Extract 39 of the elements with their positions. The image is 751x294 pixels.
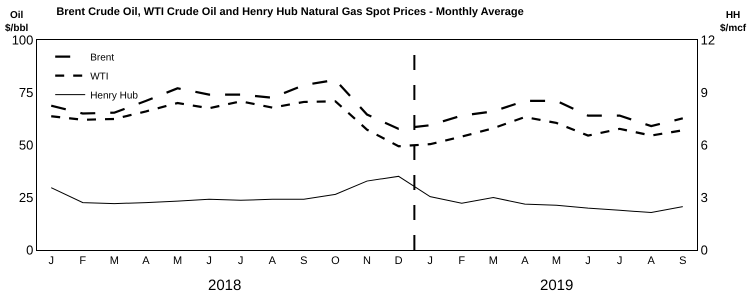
x-tick-label: D (394, 255, 403, 268)
x-tick-label: A (648, 255, 656, 268)
y2-tick-label: 6 (700, 138, 708, 153)
x-tick-label: J (616, 255, 622, 268)
x-tick-label: N (363, 255, 372, 268)
legend-label: WTI (90, 72, 109, 82)
x-tick-label: A (142, 255, 150, 268)
x-tick-label: M (552, 255, 562, 268)
chart-title: Brent Crude Oil, WTI Crude Oil and Henry Hub Natural Gas Spot Prices - Monthly Average (56, 6, 524, 18)
x-tick-label: F (458, 255, 466, 268)
y2-tick-label: 3 (700, 190, 708, 206)
x-tick-label: J (206, 255, 212, 268)
legend-label: Brent (90, 52, 114, 64)
x-tick-label: S (679, 255, 686, 268)
x-tick-label: S (300, 255, 308, 268)
x-tick-label: O (331, 255, 340, 268)
y-tick-label: 75 (18, 85, 34, 100)
y-tick-label: 0 (26, 242, 34, 258)
x-tick-label: J (585, 255, 591, 268)
x-tick-label: M (110, 255, 119, 268)
y2-axis-title: HH $/mcf (720, 10, 747, 34)
x-tick-label: A (521, 255, 530, 268)
x-tick-label: M (172, 255, 182, 268)
y-tick-label: 50 (18, 138, 34, 153)
y-tick-label: 25 (18, 190, 34, 206)
x-tick-label: F (79, 255, 86, 268)
y2-tick-label: 0 (700, 242, 708, 258)
y2-tick-label: 12 (700, 32, 716, 48)
legend-label: Henry Hub (90, 90, 138, 102)
x-tick-label: J (48, 255, 54, 268)
x-tick-label: M (488, 255, 498, 268)
text: 2018 (208, 277, 242, 294)
text: 2019 (540, 277, 574, 294)
x-tick-label: J (238, 255, 244, 268)
y-tick-label: 100 (12, 32, 34, 48)
x-tick-label: J (427, 255, 433, 268)
y-axis-title: Oil $/bbl (5, 10, 29, 34)
y2-tick-label: 9 (700, 85, 708, 100)
x-tick-label: A (268, 255, 277, 268)
